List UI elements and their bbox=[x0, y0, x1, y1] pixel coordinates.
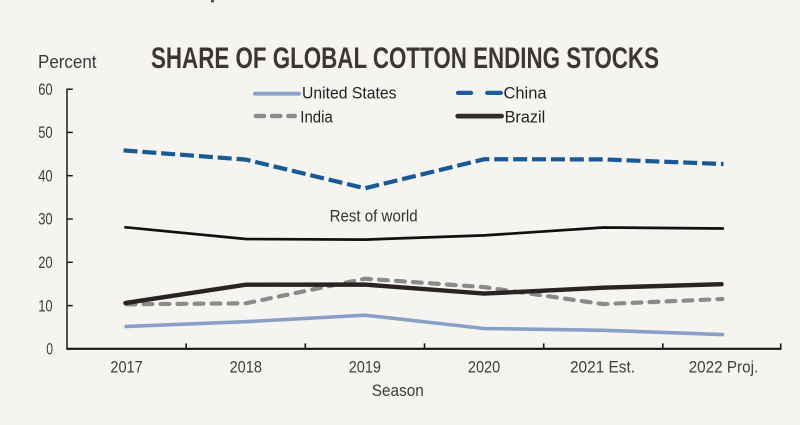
svg-text:India: India bbox=[300, 108, 333, 127]
svg-text:Rest of world: Rest of world bbox=[330, 206, 418, 225]
svg-text:0: 0 bbox=[46, 340, 53, 359]
svg-text:2018: 2018 bbox=[230, 357, 262, 376]
svg-text:30: 30 bbox=[38, 210, 53, 229]
svg-text:2020: 2020 bbox=[468, 357, 500, 376]
svg-text:2022 Proj.: 2022 Proj. bbox=[689, 357, 759, 376]
svg-text:SHARE OF GLOBAL COTTON ENDING: SHARE OF GLOBAL COTTON ENDING STOCKS bbox=[151, 42, 659, 75]
svg-text:United States: United States bbox=[302, 84, 397, 103]
svg-text:60: 60 bbox=[38, 80, 53, 99]
svg-text:Brazil: Brazil bbox=[505, 108, 546, 127]
svg-text:Season: Season bbox=[372, 381, 424, 400]
svg-text:50: 50 bbox=[38, 123, 53, 142]
svg-text:China: China bbox=[504, 84, 548, 103]
svg-text:2019: 2019 bbox=[349, 357, 381, 376]
svg-text:Percent: Percent bbox=[38, 52, 97, 72]
svg-text:2021 Est.: 2021 Est. bbox=[570, 357, 635, 376]
svg-text:40: 40 bbox=[38, 166, 53, 185]
svg-text:2017: 2017 bbox=[110, 357, 142, 376]
svg-text:20: 20 bbox=[38, 253, 53, 272]
svg-text:10: 10 bbox=[38, 296, 53, 315]
